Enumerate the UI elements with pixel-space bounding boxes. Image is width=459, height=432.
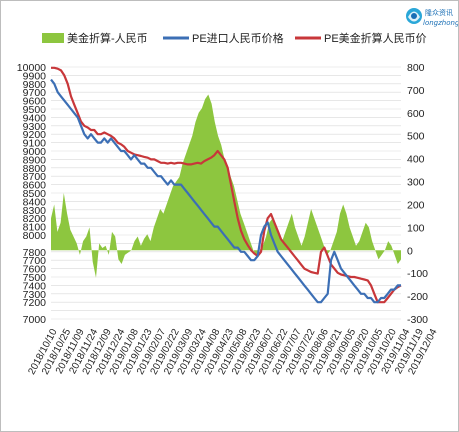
y2-tick-label: 500 xyxy=(407,131,425,143)
logo: 隆众资讯 longzhong xyxy=(406,8,458,27)
y-tick-label: 9600 xyxy=(23,96,47,108)
red-line-series xyxy=(51,66,402,304)
x-axis: 2018/10/102018/10/252018/11/092018/11/24… xyxy=(26,327,439,377)
y2-tick-label: -200 xyxy=(407,291,428,303)
y2-tick-label: 300 xyxy=(407,177,425,189)
y2-tick-label: 200 xyxy=(407,199,425,211)
logo-drop-icon xyxy=(406,8,422,24)
y-tick-label: 9200 xyxy=(23,129,47,141)
y-tick-label: 10000 xyxy=(17,62,46,74)
y-tick-label: 8500 xyxy=(23,188,47,200)
blue-line-series xyxy=(50,78,401,304)
y-tick-label: 8800 xyxy=(23,163,47,175)
legend-label-area: 美金折算-人民币 xyxy=(67,31,148,45)
y2-tick-label: -300 xyxy=(407,314,428,326)
y2-tick-label: 700 xyxy=(407,85,425,97)
y-tick-label: 8200 xyxy=(23,213,47,225)
y-tick-label: 8100 xyxy=(23,222,47,234)
area-series xyxy=(51,94,401,278)
y-tick-label: 7400 xyxy=(23,280,47,292)
y-tick-label: 7300 xyxy=(23,289,47,301)
y-tick-label: 9700 xyxy=(23,87,47,99)
y-tick-label: 7000 xyxy=(23,314,47,326)
y-axis-right: -300 -200 -100 0 100 200 300 400 500 600 700 800 xyxy=(407,62,428,326)
y-tick-label: 8400 xyxy=(23,196,47,208)
y-tick-label: 9800 xyxy=(23,79,47,91)
legend-label-blue: PE进口人民币价格 xyxy=(192,31,284,45)
y-tick-label: 7600 xyxy=(23,264,47,276)
y-tick-label: 7200 xyxy=(23,297,47,309)
y-tick-label: 7800 xyxy=(23,247,47,259)
y2-tick-label: 400 xyxy=(407,154,425,166)
area-series-path xyxy=(51,94,401,278)
logo-name-en: longzhong xyxy=(423,19,458,27)
line-series xyxy=(50,66,402,304)
legend-swatch-area xyxy=(42,33,64,43)
legend-label-red: PE美金折算人民币价 xyxy=(324,31,427,45)
y-tick-label: 8300 xyxy=(23,205,47,217)
y-tick-label: 9500 xyxy=(23,104,47,116)
y2-tick-label: 600 xyxy=(407,108,425,120)
y2-tick-label: 100 xyxy=(407,222,425,234)
y-tick-label: 9100 xyxy=(23,138,47,150)
y-tick-label: 9900 xyxy=(23,70,47,82)
y-tick-label: 7700 xyxy=(23,255,47,267)
y-tick-label: 8600 xyxy=(23,180,47,192)
y-tick-label: 9400 xyxy=(23,112,47,124)
y-tick-label: 8900 xyxy=(23,154,47,166)
y-tick-label: 8000 xyxy=(23,230,47,242)
legend: 美金折算-人民币 PE进口人民币价格 PE美金折算人民币价 xyxy=(42,31,427,45)
y2-tick-label: 800 xyxy=(407,62,425,74)
y-tick-label: 8700 xyxy=(23,171,47,183)
y-tick-label: 9300 xyxy=(23,121,47,133)
y-tick-label: 9000 xyxy=(23,146,47,158)
logo-name-cn: 隆众资讯 xyxy=(425,8,453,17)
y-tick-label: 7500 xyxy=(23,272,47,284)
y2-tick-label: 0 xyxy=(407,245,413,257)
y2-tick-label: -100 xyxy=(407,268,428,280)
